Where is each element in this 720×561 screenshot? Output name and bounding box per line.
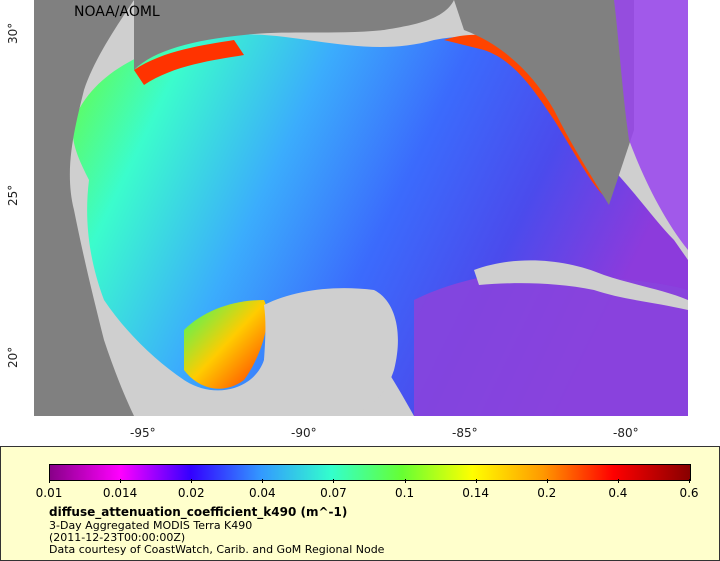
yucatan-land (262, 288, 398, 416)
colorbar-tick-label: 0.4 (608, 486, 628, 500)
colorbar-tick-mark (546, 479, 548, 483)
x-tick-90: -90° (291, 426, 317, 440)
colorbar-tick-mark (262, 479, 264, 483)
colorbar-tick-label: 0.2 (537, 486, 557, 500)
map-panel[interactable]: NOAA/AOML (34, 0, 688, 416)
colorbar-tick-label: 0.01 (35, 486, 63, 500)
k490-map (34, 0, 688, 416)
legend-panel: diffuse_attenuation_coefficient_k490 (m^… (0, 446, 720, 561)
colorbar-tick-mark (689, 479, 690, 483)
colorbar-tick-label: 0.6 (679, 486, 699, 500)
colorbar-tick-mark (49, 479, 50, 483)
colorbar-tick-label: 0.02 (177, 486, 205, 500)
x-tick-85: -85° (452, 426, 478, 440)
colorbar-tick-mark (404, 479, 406, 483)
louisiana-land (134, 0, 454, 70)
campeche-turbid (184, 300, 268, 389)
colorbar-tick-label: 0.07 (320, 486, 347, 500)
colorbar-tick-label: 0.04 (248, 486, 276, 500)
colorbar-tick-mark (191, 479, 193, 483)
colorbar (49, 464, 691, 481)
atlantic-water (614, 0, 688, 250)
y-tick-20: 20° (6, 346, 20, 368)
x-tick-95: -95° (130, 426, 156, 440)
texas-land (34, 0, 134, 416)
map-credit: NOAA/AOML (74, 4, 160, 20)
colorbar-tick-mark (475, 479, 477, 483)
data-credit: Data courtesy of CoastWatch, Carib. and … (49, 543, 385, 556)
dataset-description: 3-Day Aggregated MODIS Terra K490 (49, 519, 253, 532)
x-tick-80: -80° (613, 426, 639, 440)
cuba-land (474, 260, 688, 310)
y-tick-30: 30° (6, 22, 20, 44)
caribbean-water (414, 270, 688, 416)
y-tick-25: 25° (6, 184, 20, 206)
colorbar-tick-label: 0.14 (462, 486, 490, 500)
colorbar-tick-mark (333, 479, 335, 483)
colorbar-tick-label: 0.014 (102, 486, 138, 500)
time-stamp: (2011-12-23T00:00:00Z) (49, 531, 186, 544)
north-coast-turbid (134, 40, 244, 85)
colorbar-tick-label: 0.1 (395, 486, 415, 500)
variable-name: diffuse_attenuation_coefficient_k490 (m^… (49, 505, 348, 519)
florida-land (454, 0, 634, 205)
colorbar-tick-mark (617, 479, 619, 483)
colorbar-tick-mark (120, 479, 122, 483)
